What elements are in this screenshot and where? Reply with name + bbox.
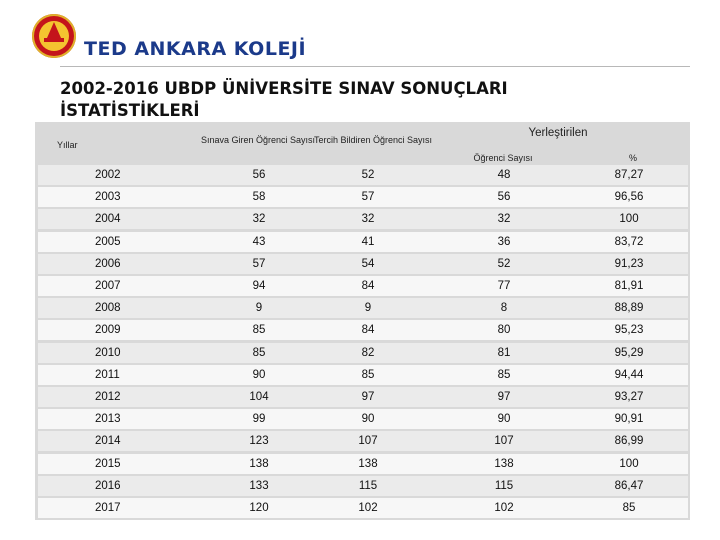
table-row: 2003 58 57 56 96,56 xyxy=(38,187,688,208)
cell-preferred: 54 xyxy=(361,257,375,270)
cell-placed-percent: 88,89 xyxy=(614,302,644,315)
cell-placed-percent: 86,99 xyxy=(614,435,644,448)
cell-took-exam: 120 xyxy=(249,502,269,514)
table-row: 2012 104 97 97 93,27 xyxy=(38,387,688,407)
cell-took-exam: 56 xyxy=(252,169,266,181)
cell-took-exam: 9 xyxy=(255,302,263,315)
cell-preferred: 57 xyxy=(361,191,375,204)
header-took-exam: Sınava Giren Öğrenci Sayısı xyxy=(200,135,316,145)
cell-placed-percent: 95,23 xyxy=(614,324,644,337)
cell-took-exam: 85 xyxy=(252,346,266,359)
header-placed-count: Öğrenci Sayısı xyxy=(473,153,533,163)
cell-placed-count: 97 xyxy=(497,391,511,403)
cell-preferred: 52 xyxy=(361,169,375,181)
cell-placed-count: 8 xyxy=(500,302,508,315)
cell-preferred: 9 xyxy=(364,302,372,315)
cell-took-exam: 99 xyxy=(252,413,266,426)
table-row: 2004 32 32 32 100 xyxy=(38,209,688,230)
cell-placed-count: 77 xyxy=(497,280,511,292)
cell-placed-percent: 100 xyxy=(619,457,639,470)
cell-took-exam: 123 xyxy=(249,435,269,448)
cell-placed-count: 36 xyxy=(497,235,511,248)
cell-took-exam: 133 xyxy=(249,479,269,492)
torch-base-icon xyxy=(44,38,64,42)
table-row: 2002 56 52 48 87,27 xyxy=(38,165,688,185)
header: TED ANKARA KOLEJİ xyxy=(0,0,720,70)
header-placed: Yerleştirilen xyxy=(528,127,588,139)
cell-took-exam: 90 xyxy=(252,368,266,381)
cell-took-exam: 104 xyxy=(249,391,269,403)
cell-preferred: 84 xyxy=(361,280,375,292)
cell-took-exam: 32 xyxy=(252,213,266,226)
cell-placed-count: 32 xyxy=(497,213,511,226)
table-row: 2007 94 84 77 81,91 xyxy=(38,276,688,296)
cell-placed-count: 56 xyxy=(497,191,511,204)
cell-placed-count: 81 xyxy=(497,346,511,359)
cell-preferred: 84 xyxy=(361,324,375,337)
cell-preferred: 32 xyxy=(361,213,375,226)
cell-placed-percent: 93,27 xyxy=(614,391,644,403)
table-row: 2013 99 90 90 90,91 xyxy=(38,409,688,430)
torch-flame-icon xyxy=(47,22,61,38)
cell-preferred: 82 xyxy=(361,346,375,359)
cell-placed-count: 52 xyxy=(497,257,511,270)
cell-took-exam: 43 xyxy=(252,235,266,248)
page-title: 2002-2016 UBDP ÜNİVERSİTE SINAV SONUÇLAR… xyxy=(60,78,660,122)
cell-placed-count: 90 xyxy=(497,413,511,426)
cell-preferred: 115 xyxy=(358,479,378,492)
cell-took-exam: 58 xyxy=(252,191,266,204)
school-logo xyxy=(32,14,76,58)
cell-preferred: 41 xyxy=(361,235,375,248)
table-row: 2016 133 115 115 86,47 xyxy=(38,475,688,496)
table-row: 2014 123 107 107 86,99 xyxy=(38,431,688,452)
cell-preferred: 97 xyxy=(361,391,375,403)
cell-took-exam: 138 xyxy=(249,457,269,470)
cell-placed-count: 102 xyxy=(494,502,514,514)
page-title-line-1: 2002-2016 UBDP ÜNİVERSİTE SINAV SONUÇLAR… xyxy=(60,79,508,98)
table-row: 2009 85 84 80 95,23 xyxy=(38,320,688,341)
cell-preferred: 90 xyxy=(361,413,375,426)
table-row: 2008 9 9 8 88,89 xyxy=(38,298,688,319)
cell-placed-count: 107 xyxy=(494,435,514,448)
cell-placed-count: 80 xyxy=(497,324,511,337)
header-placed-percent: % xyxy=(628,153,637,163)
table-row: 2010 85 82 81 95,29 xyxy=(38,342,688,363)
header-preferred: Tercih Bildiren Öğrenci Sayısı xyxy=(313,135,433,145)
cell-preferred: 138 xyxy=(358,457,378,470)
table-row: 2011 90 85 85 94,44 xyxy=(38,364,688,385)
table-row: 2006 57 54 52 91,23 xyxy=(38,253,688,274)
cell-preferred: 107 xyxy=(358,435,378,448)
cell-took-exam: 94 xyxy=(252,280,266,292)
cell-placed-percent: 86,47 xyxy=(614,479,644,492)
cell-placed-count: 85 xyxy=(497,368,511,381)
cell-placed-count: 115 xyxy=(494,479,514,492)
table-header: Yıllar Sınava Giren Öğrenci Sayısı Terci… xyxy=(38,125,688,167)
cell-placed-percent: 87,27 xyxy=(614,169,644,181)
cell-placed-count: 48 xyxy=(497,169,511,181)
cell-placed-count: 138 xyxy=(494,457,514,470)
header-divider xyxy=(60,66,690,67)
cell-placed-percent: 83,72 xyxy=(614,235,644,248)
table-row: 2015 138 138 138 100 xyxy=(38,453,688,474)
cell-placed-percent: 90,91 xyxy=(614,413,644,426)
cell-took-exam: 85 xyxy=(252,324,266,337)
cell-placed-percent: 100 xyxy=(619,213,639,226)
header-years: Yıllar xyxy=(57,140,78,150)
cell-placed-percent: 95,29 xyxy=(614,346,644,359)
cell-preferred: 85 xyxy=(361,368,375,381)
table-row: 2017 120 102 102 85 xyxy=(38,498,688,518)
cell-placed-percent: 94,44 xyxy=(614,368,644,381)
table-row: 2005 43 41 36 83,72 xyxy=(38,231,688,252)
cell-took-exam: 57 xyxy=(252,257,266,270)
cell-placed-percent: 81,91 xyxy=(614,280,644,292)
cell-placed-percent: 96,56 xyxy=(614,191,644,204)
cell-preferred: 102 xyxy=(358,502,378,514)
page-title-line-2: İSTATİSTİKLERİ xyxy=(60,101,200,120)
cell-placed-percent: 85 xyxy=(622,502,636,514)
school-name: TED ANKARA KOLEJİ xyxy=(84,38,307,60)
cell-placed-percent: 91,23 xyxy=(614,257,644,270)
